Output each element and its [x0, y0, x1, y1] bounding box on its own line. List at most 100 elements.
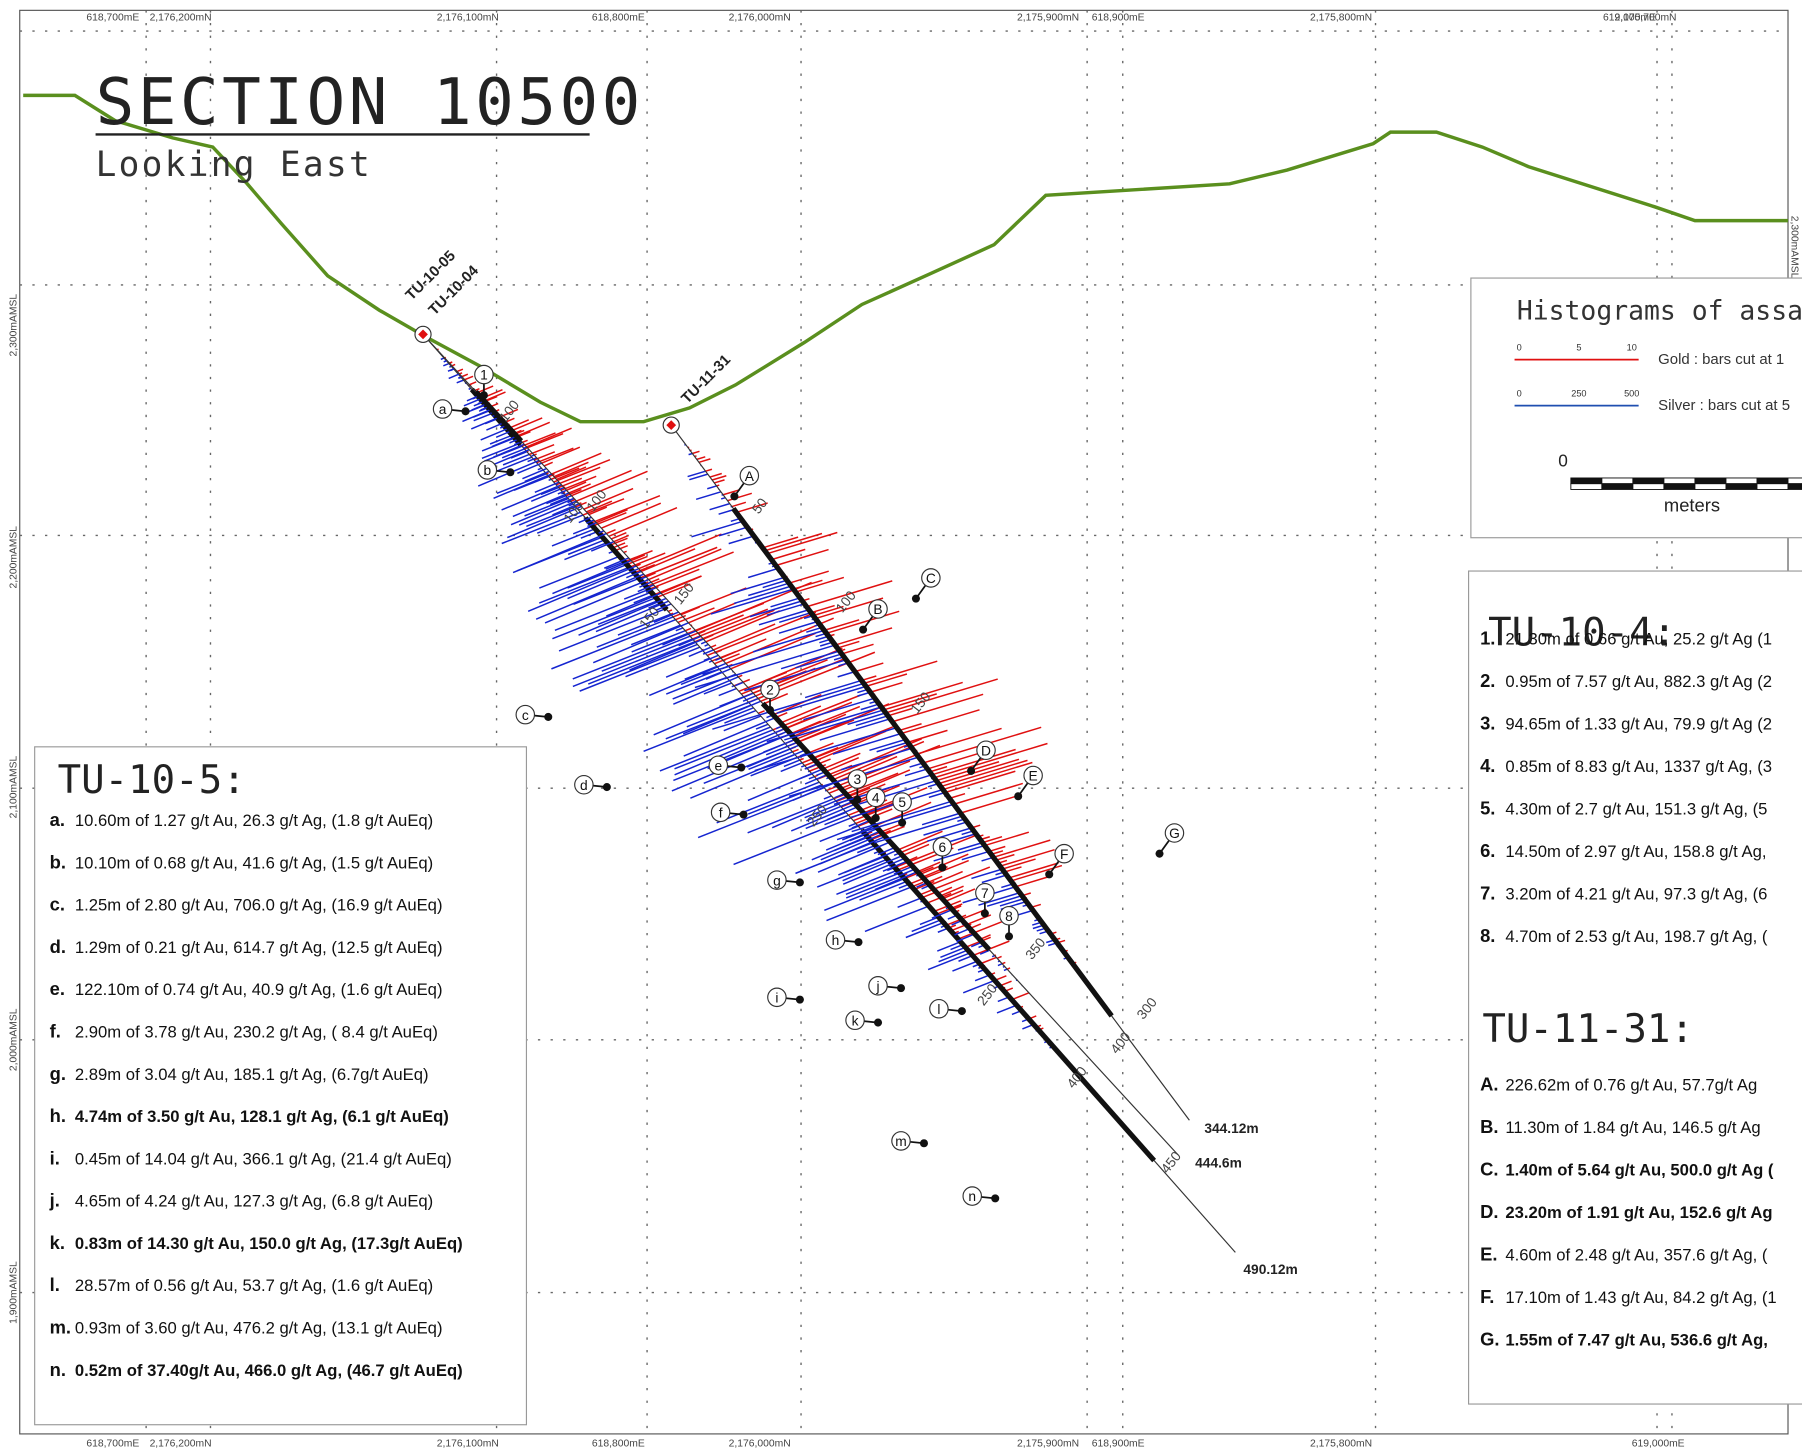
assay-bar-gold: [555, 466, 601, 486]
assay-bar-silver: [803, 697, 875, 721]
assay-bar-gold: [655, 583, 691, 599]
assay-bar-silver: [493, 473, 552, 500]
marker-label: b: [484, 463, 492, 478]
row-key: D.: [1480, 1201, 1498, 1222]
assay-bar-gold: [576, 470, 648, 502]
assay-bar-silver: [678, 635, 702, 647]
assay-bar-gold: [785, 719, 806, 730]
assay-bar-silver: [855, 715, 889, 727]
assay-bar-silver: [495, 430, 513, 438]
assay-bar-silver: [687, 470, 706, 478]
row-text: 10.60m of 1.27 g/t Au, 26.3 g/t Ag, (1.8…: [75, 811, 433, 830]
assay-bar-gold: [645, 572, 656, 578]
assay-bar-gold: [706, 611, 817, 657]
assay-bar-gold: [953, 782, 1024, 805]
marker-label: 8: [1005, 909, 1013, 924]
assay-bar-gold: [511, 417, 543, 432]
marker-dot: [461, 407, 470, 416]
row-text: 2.90m of 3.78 g/t Au, 230.2 g/t Ag, ( 8.…: [75, 1023, 438, 1042]
scale-bar: [1694, 483, 1727, 490]
assay-bar-silver: [606, 592, 662, 617]
assay-bar-silver: [587, 641, 696, 685]
scale-bar: [1725, 483, 1758, 490]
assay-bar-gold: [508, 419, 530, 429]
assay-bar-silver: [546, 495, 567, 505]
assay-bar-silver: [694, 644, 836, 689]
scale-bar: [1787, 483, 1802, 490]
assay-bar-silver: [712, 682, 864, 730]
assay-bar-gold: [918, 866, 991, 896]
assay-bar-silver: [859, 880, 908, 901]
assay-bar-silver: [489, 434, 513, 445]
assay-bar-silver: [564, 541, 608, 561]
row-key: G.: [1480, 1328, 1499, 1349]
legend: Histograms of assa 0 5 10 Gold : bars cut at…: [1470, 277, 1802, 539]
assay-bar-gold: [837, 640, 860, 649]
row-text: 10.10m of 0.68 g/t Au, 41.6 g/t Ag, (1.5…: [75, 853, 433, 872]
marker-dot: [737, 763, 746, 772]
grid-label-top: 619,000mE: [1603, 13, 1656, 24]
grid-label-bottom: 2,175,900mN: [1017, 1439, 1079, 1450]
assay-bar-gold: [715, 649, 722, 654]
assay-bar-silver: [971, 868, 1003, 880]
intercept: [809, 611, 840, 650]
intercept-tables: TU-10-5: a. 10.60m of 1.27 g/t Au, 26.3 g/…: [34, 570, 1802, 1426]
assay-bar-gold: [916, 727, 1002, 755]
assay-bar-gold: [942, 889, 964, 900]
assay-bar-gold: [608, 507, 678, 537]
assay-bar-gold: [548, 473, 555, 478]
legend-item: Gold : bars cut at 1: [1658, 351, 1784, 368]
marker-dot: [730, 492, 739, 501]
assay-bar-gold: [571, 469, 632, 497]
assay-bar-silver: [999, 897, 1025, 907]
grid-label-bottom: 2,176,100mN: [437, 1439, 499, 1450]
scale-bar: [1601, 483, 1634, 490]
assay-bar-silver: [931, 908, 953, 919]
assay-bar-gold: [638, 546, 718, 580]
scale-zero: 0: [1558, 450, 1568, 470]
assay-bar-silver: [874, 815, 963, 844]
marker: [845, 1010, 865, 1031]
assay-bar-silver: [603, 557, 630, 569]
assay-bar-gold: [536, 447, 574, 464]
assay-bar-silver: [766, 706, 882, 743]
assay-bar-silver: [502, 453, 530, 466]
assay-bar-silver: [512, 532, 607, 574]
marker: [767, 987, 787, 1008]
marker: [1023, 765, 1043, 786]
marker-label: E: [1029, 769, 1038, 784]
assay-bar-gold: [550, 467, 580, 480]
assay-bar-silver: [625, 646, 701, 678]
assay-bar-gold: [938, 758, 1020, 785]
assay-bar-silver: [806, 800, 854, 822]
assay-bar-gold: [902, 843, 930, 857]
marker-label: 5: [898, 795, 906, 810]
row-text: 0.93m of 3.60 g/t Au, 476.2 g/t Ag, (13.…: [75, 1318, 443, 1337]
assay-bar-gold: [737, 674, 743, 678]
assay-bar-gold: [648, 568, 700, 591]
grid-label-left: 1,900mAMSL: [8, 1261, 19, 1324]
marker-label: 1: [480, 368, 488, 383]
assay-bar-gold: [601, 502, 662, 529]
marker-label: 6: [939, 840, 947, 855]
marker-label: C: [926, 571, 936, 586]
assay-bar-gold: [929, 765, 948, 773]
assay-bar-gold: [710, 644, 717, 648]
assay-bar-gold: [822, 752, 861, 770]
assay-bar-silver: [765, 745, 788, 756]
marker-dot: [938, 863, 947, 872]
assay-bar-gold: [633, 563, 656, 574]
assay-bar-gold: [931, 748, 1016, 776]
assay-bar-silver: [587, 522, 597, 528]
assay-bar-silver: [637, 584, 654, 593]
assay-bar-gold: [907, 729, 948, 744]
marker-label: c: [522, 708, 529, 723]
assay-bar-gold: [1011, 992, 1030, 1001]
assay-bar-silver: [457, 375, 463, 379]
assay-bar-silver: [746, 743, 801, 768]
assay-bar-gold: [476, 385, 494, 394]
marker: [1054, 843, 1074, 864]
assay-bar-gold: [711, 475, 727, 481]
legend-scale-label: 5: [1576, 342, 1581, 352]
assay-bar-silver: [448, 373, 460, 380]
